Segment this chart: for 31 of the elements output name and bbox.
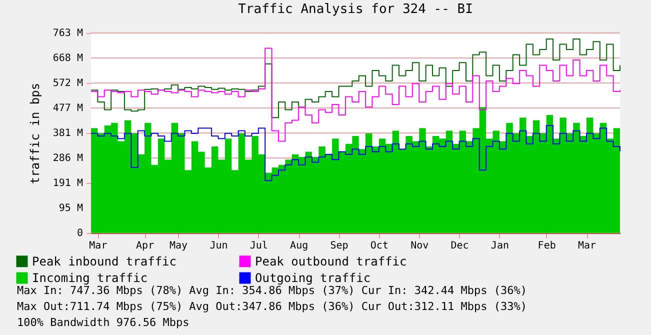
text: Max Out:711.74 Mbps (75%) Avg Out:347.86 Mbps (36%) Cur Out:312.11 Mbps (33%) [17,300,527,313]
y-tick-label: 381 M [52,128,83,139]
x-tick-label: Aug [290,240,308,252]
text: 100% Bandwidth 976.56 Mbps [17,316,190,329]
legend-label: Outgoing traffic [255,271,371,285]
legend-label: Peak inbound traffic [32,254,176,268]
y-tick-label: 477 M [52,102,83,114]
chart-title: Traffic Analysis for 324 -- BI [238,2,473,17]
x-tick-label: Apr [136,240,154,252]
y-tick-label: 191 M [52,178,83,190]
x-tick-label: Jun [210,240,228,252]
x-tick-label: Mar [89,240,108,252]
y-tick-label: 572 M [52,78,83,90]
legend-label: Incoming traffic [32,271,148,285]
text: Max In: 747.36 Mbps (78%) Avg In: 354.86 Mbps (37%) Cur In: 342.44 Mbps (36%) [17,284,527,297]
legend-label: Peak outbound traffic [255,254,407,268]
y-tick-label: 668 M [52,53,83,64]
x-tick-label: Sep [330,240,348,252]
y-tick-label: 95 M [58,202,83,214]
x-tick-label: Feb [538,240,556,252]
x-tick-label: Jan [490,240,509,252]
y-tick-label: 0 [76,228,83,239]
x-tick-label: Oct [370,240,388,252]
x-tick-label: Dec [450,240,469,252]
x-tick-label: Jul [250,240,268,252]
y-axis-title: traffic in bps [28,82,42,184]
x-tick-label: Nov [410,240,429,252]
x-tick-label: May [170,240,188,252]
y-tick-label: 286 M [52,153,83,164]
x-tick-label: Mar [578,240,596,252]
y-tick-label: 763 M [52,28,83,39]
